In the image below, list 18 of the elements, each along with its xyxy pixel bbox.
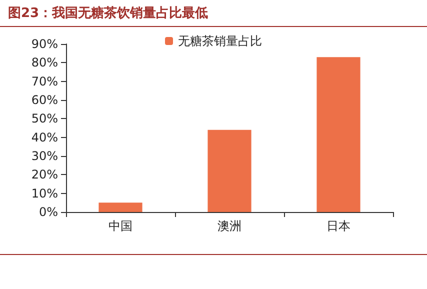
legend-label: 无糖茶销量占比 — [178, 34, 262, 48]
y-tick-label: 20% — [31, 168, 58, 182]
y-tick-label: 60% — [31, 93, 58, 107]
chart-title: 图23：我国无糖茶饮销量占比最低 — [8, 4, 208, 22]
bar — [98, 202, 142, 212]
y-tick-label: 80% — [31, 56, 58, 70]
x-tick-label: 日本 — [326, 219, 350, 233]
y-tick-label: 40% — [31, 130, 58, 144]
x-tick-label: 澳洲 — [218, 219, 242, 233]
y-tick-label: 0% — [38, 205, 58, 219]
x-tick-label: 中国 — [108, 219, 132, 233]
y-tick-label: 70% — [31, 74, 58, 88]
y-tick-label: 90% — [31, 37, 58, 51]
y-tick-label: 10% — [31, 186, 58, 200]
bar — [316, 57, 360, 212]
y-tick-label: 30% — [31, 149, 58, 163]
bar — [208, 130, 252, 212]
y-tick-label: 50% — [31, 112, 58, 126]
